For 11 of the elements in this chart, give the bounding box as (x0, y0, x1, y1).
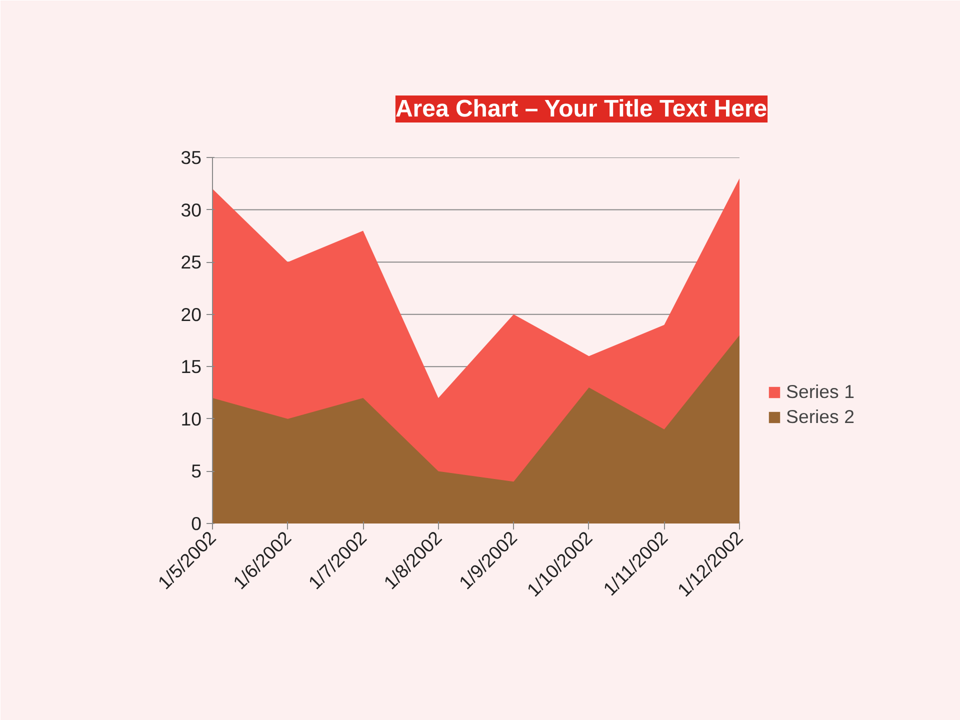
y-tick-label: 0 (191, 513, 202, 534)
y-tick-label: 5 (191, 460, 202, 482)
legend-label: Series 2 (786, 406, 854, 428)
y-tick-label: 15 (180, 356, 202, 378)
legend-label: Series 1 (786, 381, 854, 403)
y-tick-label: 10 (180, 408, 202, 430)
chart-title: Area Chart – Your Title Text Here (395, 96, 768, 122)
y-tick-label: 35 (180, 147, 202, 168)
y-tick-label: 25 (180, 252, 202, 273)
y-tick-label: 20 (180, 304, 202, 325)
y-tick-label: 30 (180, 199, 202, 220)
